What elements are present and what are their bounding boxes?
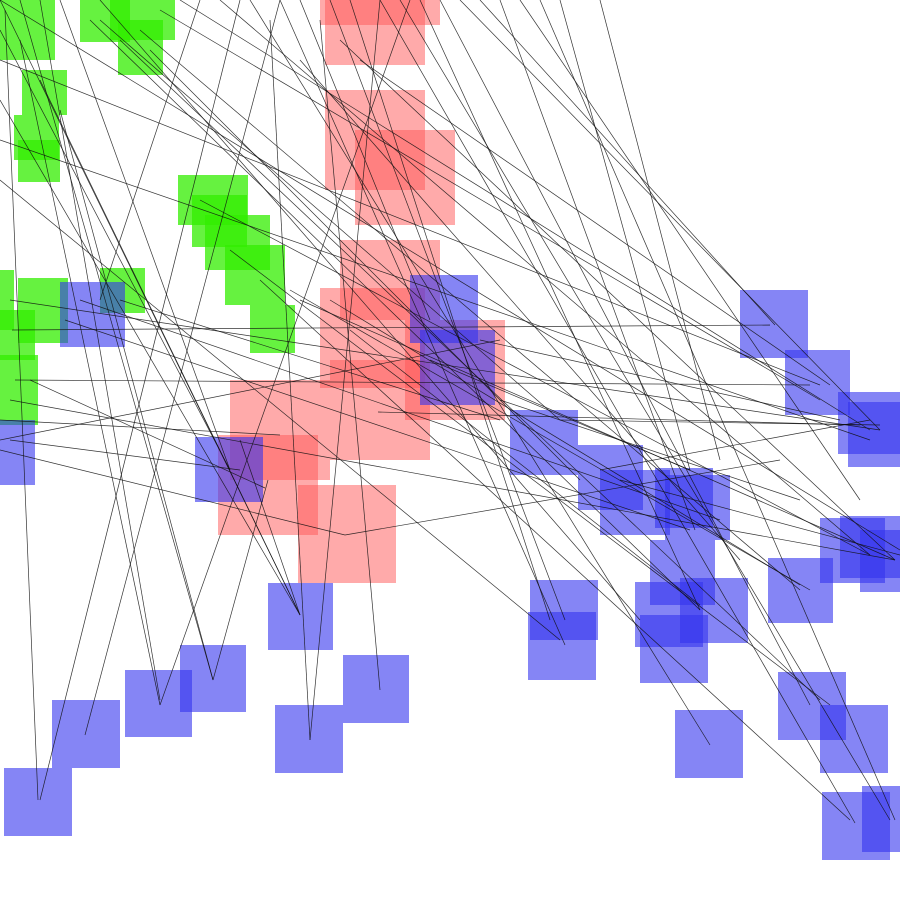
edge-line	[619, 479, 900, 556]
blue-node-square	[640, 615, 708, 683]
red-node-square	[355, 130, 455, 225]
edge-line	[4, 9, 39, 801]
green-node-square	[0, 355, 38, 425]
edge-line	[309, 0, 381, 741]
edge-line	[329, 0, 566, 621]
edge-line	[29, 379, 266, 489]
edge-line	[11, 324, 771, 331]
edge-line	[0, 139, 871, 441]
edge-line	[229, 249, 831, 706]
edge-line	[349, 0, 551, 621]
edge-line	[439, 0, 811, 706]
edge-line	[0, 339, 501, 441]
edge-line	[599, 419, 871, 471]
edge-line	[559, 0, 691, 471]
edge-line	[299, 59, 741, 561]
blue-node-square	[665, 475, 730, 540]
edge-line	[99, 0, 641, 621]
edge-line	[39, 0, 161, 701]
edge-line	[64, 319, 691, 531]
blue-node-square	[343, 655, 409, 723]
edge-line	[9, 399, 896, 561]
red-node-square	[330, 360, 430, 460]
edge-line	[479, 339, 841, 421]
edge-line	[159, 9, 821, 401]
edge-line	[599, 0, 721, 461]
edge-line	[39, 79, 301, 616]
blue-node-square	[860, 530, 900, 592]
edge-line	[419, 0, 701, 611]
edge-line	[0, 419, 281, 436]
edge-line	[344, 459, 781, 536]
green-node-square	[0, 0, 55, 60]
edge-line	[319, 19, 381, 691]
blue-node-square	[125, 670, 192, 737]
blue-node-square	[4, 768, 72, 836]
edge-line	[329, 299, 801, 586]
edge-line	[79, 299, 721, 521]
edge-line	[19, 39, 161, 706]
edge-line	[159, 0, 411, 706]
blue-node-square	[510, 410, 578, 475]
blue-node-square	[862, 786, 900, 852]
edge-line	[14, 379, 811, 386]
edge-line	[39, 0, 241, 801]
edge-line	[99, 0, 201, 301]
edge-line	[89, 19, 701, 611]
edge-line	[0, 179, 561, 641]
blue-node-square	[848, 402, 900, 467]
edge-line	[249, 0, 711, 746]
green-node-square	[18, 140, 60, 182]
edge-line	[269, 19, 311, 741]
edge-line	[429, 359, 691, 471]
edge-line	[59, 109, 214, 681]
red-node-square	[298, 485, 396, 583]
edge-line	[212, 479, 269, 681]
blue-node-square	[268, 583, 333, 650]
edge-line	[399, 0, 891, 821]
edge-line	[59, 0, 231, 471]
edge-line	[559, 419, 881, 426]
edge-line	[539, 0, 896, 821]
edge-line	[0, 99, 301, 616]
edge-line	[139, 29, 801, 591]
edge-line	[199, 199, 871, 556]
edge-line	[0, 449, 346, 536]
edge-line	[377, 411, 861, 426]
edge-line	[179, 0, 871, 431]
edge-line	[499, 399, 801, 501]
edge-line	[119, 299, 501, 421]
edge-line	[299, 299, 896, 561]
green-node-square	[0, 310, 35, 360]
edge-line	[9, 299, 881, 431]
edge-line	[479, 0, 776, 326]
edge-line	[289, 289, 811, 591]
edge-line	[499, 0, 696, 531]
edge-line	[239, 439, 301, 616]
edge-line	[359, 59, 831, 386]
edge-line	[379, 0, 856, 824]
edge-line	[99, 19, 561, 421]
edge-line	[259, 279, 851, 821]
edge-line	[149, 49, 581, 481]
blue-node-square	[768, 558, 833, 623]
edge-line	[0, 0, 900, 551]
edge-line	[9, 439, 241, 471]
blue-node-square	[820, 705, 888, 773]
edge-line	[349, 329, 701, 606]
edge-line	[84, 0, 281, 736]
edge-line	[339, 39, 896, 561]
blue-node-square	[52, 700, 120, 768]
edge-line	[0, 59, 821, 386]
edge-line	[19, 0, 214, 681]
edge-line	[459, 0, 881, 431]
blue-node-square	[0, 420, 35, 485]
edge-line	[0, 29, 231, 471]
green-node-square	[225, 245, 285, 305]
